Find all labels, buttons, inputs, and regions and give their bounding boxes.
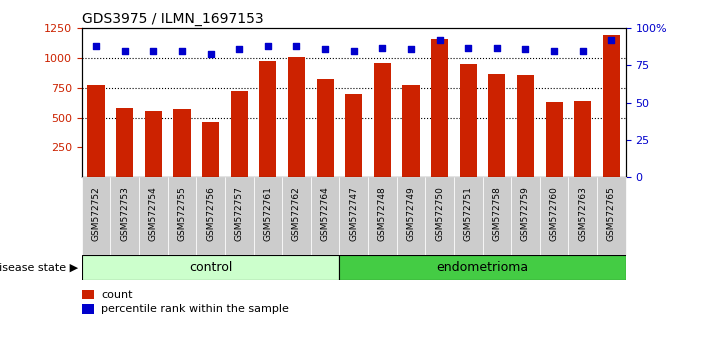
Bar <box>597 177 626 255</box>
Bar <box>511 177 540 255</box>
Text: GDS3975 / ILMN_1697153: GDS3975 / ILMN_1697153 <box>82 12 263 26</box>
Point <box>291 43 302 49</box>
Bar <box>603 35 620 177</box>
Text: GSM572758: GSM572758 <box>492 186 501 241</box>
Bar <box>254 177 282 255</box>
Bar <box>483 177 511 255</box>
Bar <box>425 177 454 255</box>
Bar <box>82 290 94 299</box>
Bar <box>397 177 425 255</box>
Point <box>606 38 617 43</box>
Text: GSM572754: GSM572754 <box>149 186 158 241</box>
Bar <box>488 74 506 177</box>
Bar <box>459 64 477 177</box>
Text: GSM572756: GSM572756 <box>206 186 215 241</box>
Point <box>233 46 245 52</box>
Text: percentile rank within the sample: percentile rank within the sample <box>102 304 289 314</box>
Bar <box>282 177 311 255</box>
Bar <box>260 61 277 177</box>
Text: GSM572761: GSM572761 <box>263 186 272 241</box>
Point <box>319 46 331 52</box>
Bar <box>345 94 363 177</box>
Bar <box>568 177 597 255</box>
Text: GSM572748: GSM572748 <box>378 186 387 241</box>
Bar <box>196 177 225 255</box>
Text: GSM572753: GSM572753 <box>120 186 129 241</box>
Bar <box>517 75 534 177</box>
Text: endometrioma: endometrioma <box>437 261 528 274</box>
Bar <box>82 177 110 255</box>
Bar <box>540 177 568 255</box>
Text: GSM572763: GSM572763 <box>578 186 587 241</box>
Bar <box>545 102 562 177</box>
Bar <box>145 111 162 177</box>
Point <box>176 48 188 53</box>
Point <box>491 45 503 51</box>
Bar <box>110 177 139 255</box>
Point <box>119 48 130 53</box>
Bar <box>316 79 333 177</box>
Point <box>205 51 216 56</box>
Text: GSM572765: GSM572765 <box>607 186 616 241</box>
Text: GSM572747: GSM572747 <box>349 186 358 241</box>
Text: GSM572759: GSM572759 <box>521 186 530 241</box>
Bar <box>339 177 368 255</box>
Point <box>348 48 359 53</box>
Text: GSM572749: GSM572749 <box>407 186 415 241</box>
Point <box>90 43 102 49</box>
Text: GSM572750: GSM572750 <box>435 186 444 241</box>
Bar <box>139 177 168 255</box>
Bar <box>402 85 419 177</box>
Bar <box>431 39 448 177</box>
Point <box>262 43 274 49</box>
Bar <box>225 177 254 255</box>
Point <box>463 45 474 51</box>
Text: GSM572757: GSM572757 <box>235 186 244 241</box>
Bar <box>82 255 339 280</box>
Bar <box>574 102 592 177</box>
Text: disease state ▶: disease state ▶ <box>0 262 78 272</box>
Point <box>377 45 388 51</box>
Bar <box>202 122 219 177</box>
Bar <box>230 91 248 177</box>
Bar <box>168 177 196 255</box>
Bar <box>82 304 94 314</box>
Point <box>148 48 159 53</box>
Bar <box>311 177 339 255</box>
Bar <box>339 255 626 280</box>
Bar <box>288 57 305 177</box>
Bar <box>87 85 105 177</box>
Text: GSM572752: GSM572752 <box>92 186 100 241</box>
Text: GSM572755: GSM572755 <box>178 186 186 241</box>
Point <box>434 38 445 43</box>
Text: GSM572762: GSM572762 <box>292 186 301 241</box>
Text: count: count <box>102 290 133 300</box>
Bar <box>368 177 397 255</box>
Text: GSM572751: GSM572751 <box>464 186 473 241</box>
Point <box>577 48 589 53</box>
Text: GSM572764: GSM572764 <box>321 186 330 241</box>
Bar <box>454 177 483 255</box>
Text: control: control <box>189 261 232 274</box>
Point <box>405 46 417 52</box>
Bar <box>173 109 191 177</box>
Point <box>548 48 560 53</box>
Point <box>520 46 531 52</box>
Bar <box>116 108 133 177</box>
Bar <box>374 63 391 177</box>
Text: GSM572760: GSM572760 <box>550 186 559 241</box>
